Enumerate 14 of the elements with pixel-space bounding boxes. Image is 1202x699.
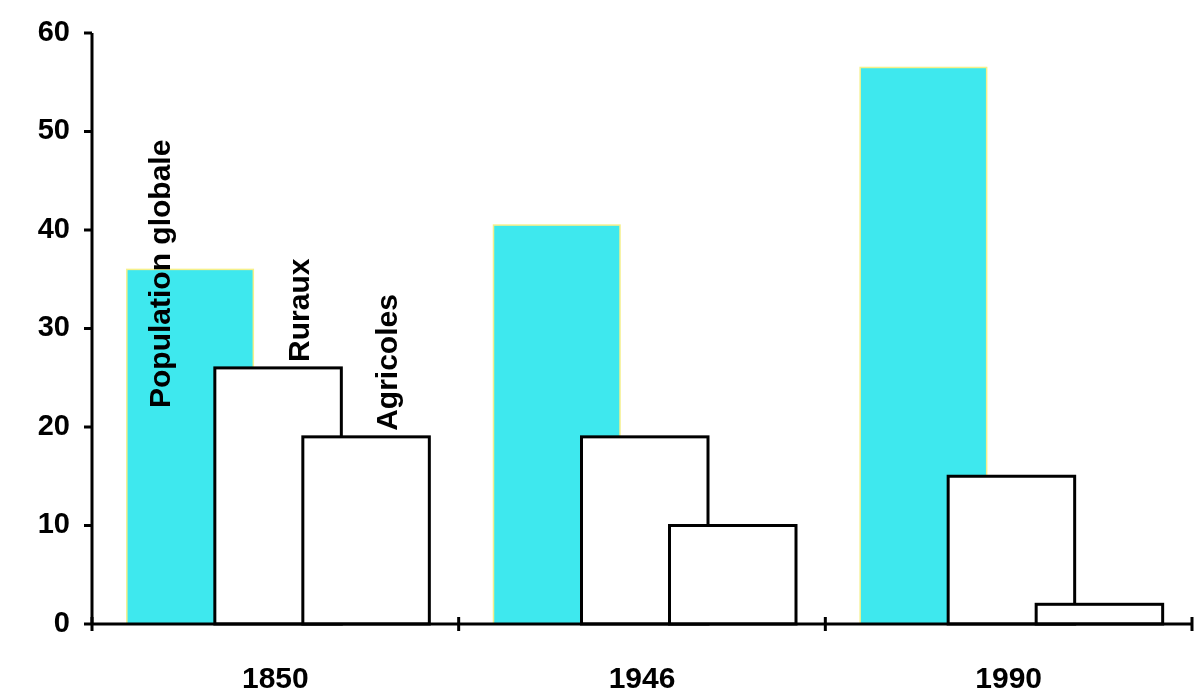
x-tick-label: 1990 xyxy=(975,661,1043,694)
y-tick-label: 60 xyxy=(37,14,70,47)
x-tick-label: 1946 xyxy=(608,661,676,694)
text: Ruraux xyxy=(281,258,315,362)
y-tick-label: 30 xyxy=(37,310,70,343)
y-tick-label: 0 xyxy=(53,605,70,638)
y-tick-label: 10 xyxy=(37,507,70,540)
text: Agricoles xyxy=(369,294,403,431)
y-tick-label: 50 xyxy=(37,113,70,146)
x-tick-label: 1850 xyxy=(241,661,309,694)
y-tick-label: 20 xyxy=(37,408,70,441)
y-tick-label: 40 xyxy=(37,211,70,244)
bar xyxy=(859,66,988,625)
series-label: Population globale xyxy=(143,139,177,408)
